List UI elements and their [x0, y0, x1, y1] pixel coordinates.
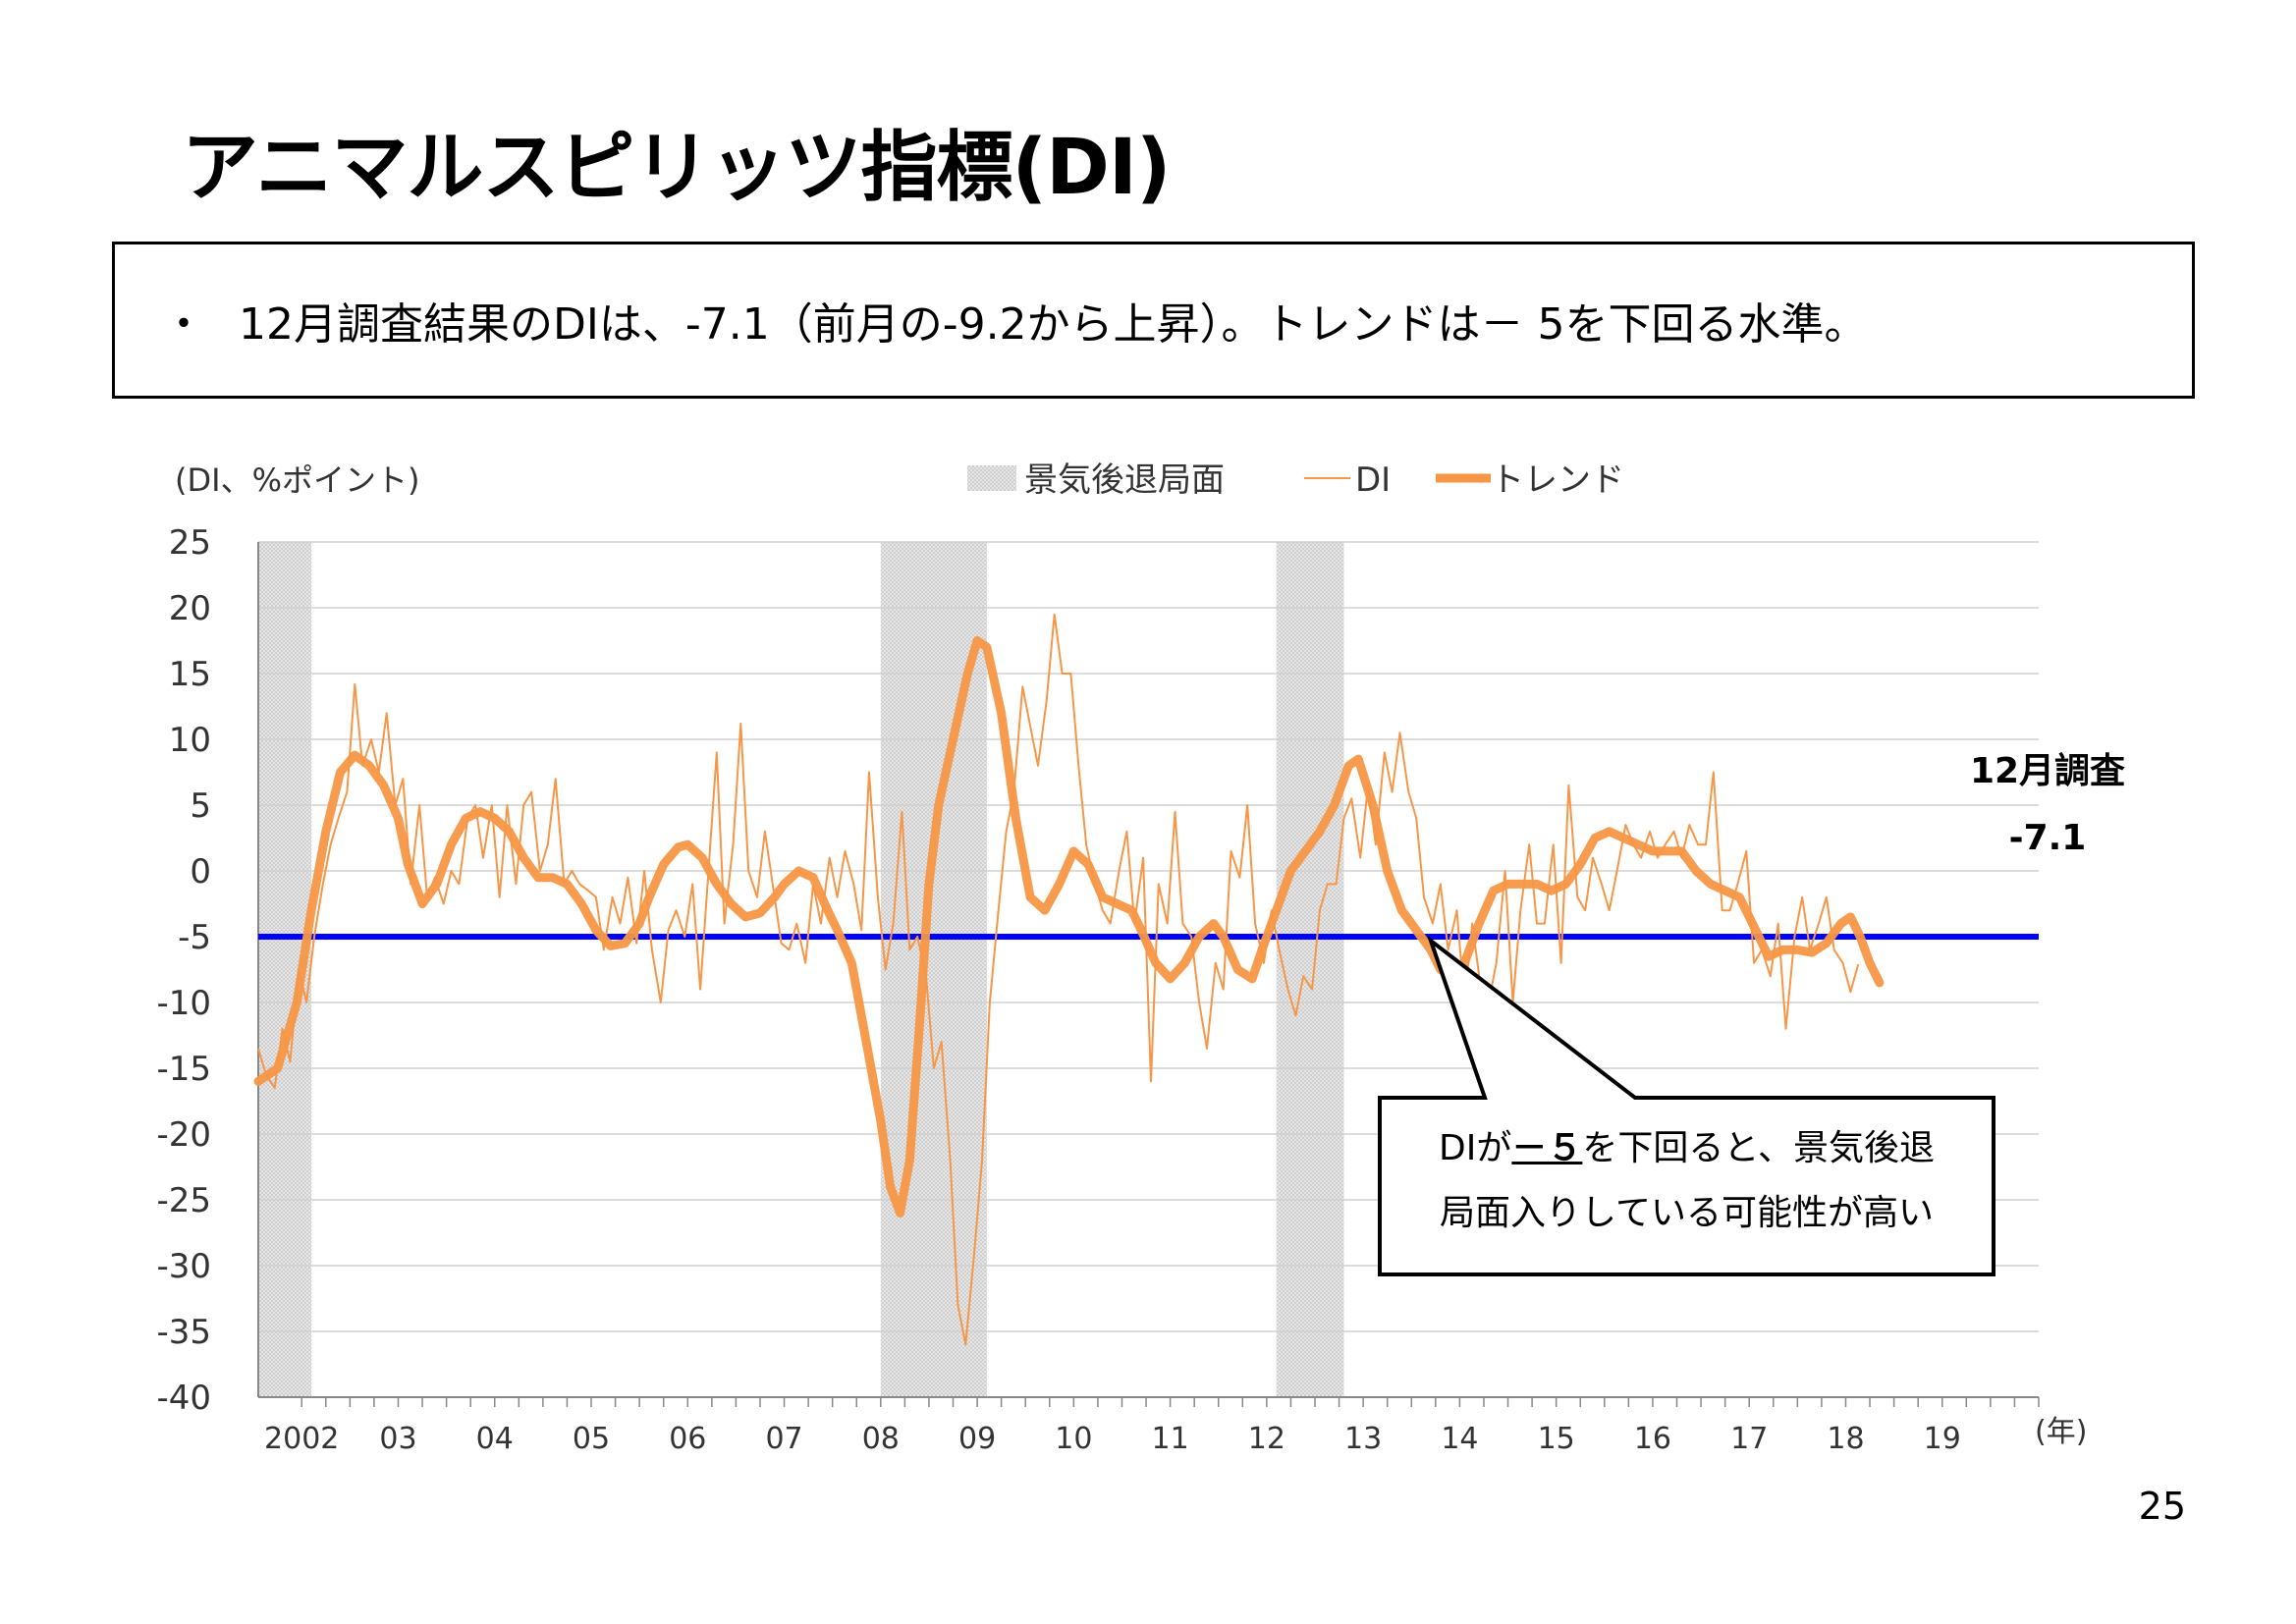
x-tick-label-14: 14	[1441, 1422, 1478, 1456]
callout-emphasis: －５	[1511, 1127, 1583, 1168]
callout-line-1-pre: DIが	[1439, 1127, 1512, 1168]
x-tick-label-13: 13	[1344, 1422, 1382, 1456]
x-tick-label-17: 17	[1730, 1422, 1768, 1456]
x-tick-label-05: 05	[573, 1422, 610, 1456]
latest-label: 12月調査	[1969, 751, 2126, 791]
y-tick-label-0: 0	[190, 852, 211, 892]
y-tick-label-10: 10	[169, 721, 211, 760]
x-tick-label-10: 10	[1055, 1422, 1092, 1456]
latest-value: -7.1	[2008, 818, 2087, 858]
slide-title: アニマルスピリッツ指標(DI)	[182, 124, 1172, 212]
callout-line-2: 局面入りしている可能性が高い	[1440, 1192, 1934, 1233]
y-tick-label-15: 15	[169, 655, 211, 694]
y-tick-label-25: 25	[169, 523, 211, 563]
x-tick-label-12: 12	[1248, 1422, 1285, 1456]
x-tick-label-16: 16	[1634, 1422, 1671, 1456]
x-tick-label-04: 04	[476, 1422, 514, 1456]
y-tick-label--10: -10	[156, 984, 211, 1023]
y-tick-label--40: -40	[156, 1379, 211, 1418]
legend-label-trend: トレンド	[1491, 460, 1624, 500]
y-tick-label--25: -25	[156, 1181, 211, 1220]
x-tick-label-19: 19	[1924, 1422, 1961, 1456]
x-tick-label-08: 08	[862, 1422, 900, 1456]
legend-swatch-recession	[967, 465, 1016, 491]
summary-bullet: ・	[162, 299, 205, 350]
y-tick-label--30: -30	[156, 1247, 211, 1286]
series-line-di	[257, 613, 1860, 1346]
latest-annotation: 12月調査 -7.1	[1940, 738, 2156, 872]
callout-text: DIが－５を下回ると、景気後退 局面入りしている可能性が高い	[1380, 1090, 1994, 1272]
callout-line-1: DIが－５を下回ると、景気後退	[1439, 1116, 1935, 1181]
y-tick-label--15: -15	[156, 1050, 211, 1089]
y-axis-label: (DI、%ポイント)	[175, 461, 419, 499]
series-line-trend	[253, 636, 1885, 1218]
y-tick-label--35: -35	[156, 1313, 211, 1352]
y-tick-label-20: 20	[169, 589, 211, 628]
y-tick-label-5: 5	[190, 786, 211, 826]
x-tick-label-18: 18	[1827, 1422, 1864, 1456]
recession-band-2	[1276, 542, 1344, 1397]
callout-bubble	[1378, 935, 1995, 1276]
page-number: 25	[2138, 1485, 2186, 1528]
x-tick-label-2002: 2002	[264, 1422, 339, 1456]
x-tick-label-09: 09	[958, 1422, 996, 1456]
x-axis-label: (年)	[2035, 1415, 2087, 1449]
legend-label-di: DI	[1355, 460, 1391, 500]
summary-box: ・ 12月調査結果のDIは、-7.1（前月の-9.2から上昇）。トレンドは－ 5…	[112, 242, 2195, 399]
x-tick-label-07: 07	[765, 1422, 802, 1456]
legend-label-recession: 景気後退局面	[1024, 460, 1225, 500]
x-tick-label-03: 03	[379, 1422, 416, 1456]
y-tick-label--5: -5	[178, 918, 211, 957]
x-tick-label-06: 06	[669, 1422, 706, 1456]
x-tick-label-11: 11	[1152, 1422, 1189, 1456]
summary-text: 12月調査結果のDIは、-7.1（前月の-9.2から上昇）。トレンドは－ 5を下…	[239, 299, 1868, 350]
y-tick-label--20: -20	[156, 1115, 211, 1155]
callout-line-1-post: を下回ると、景気後退	[1582, 1127, 1935, 1168]
x-tick-label-15: 15	[1538, 1422, 1575, 1456]
